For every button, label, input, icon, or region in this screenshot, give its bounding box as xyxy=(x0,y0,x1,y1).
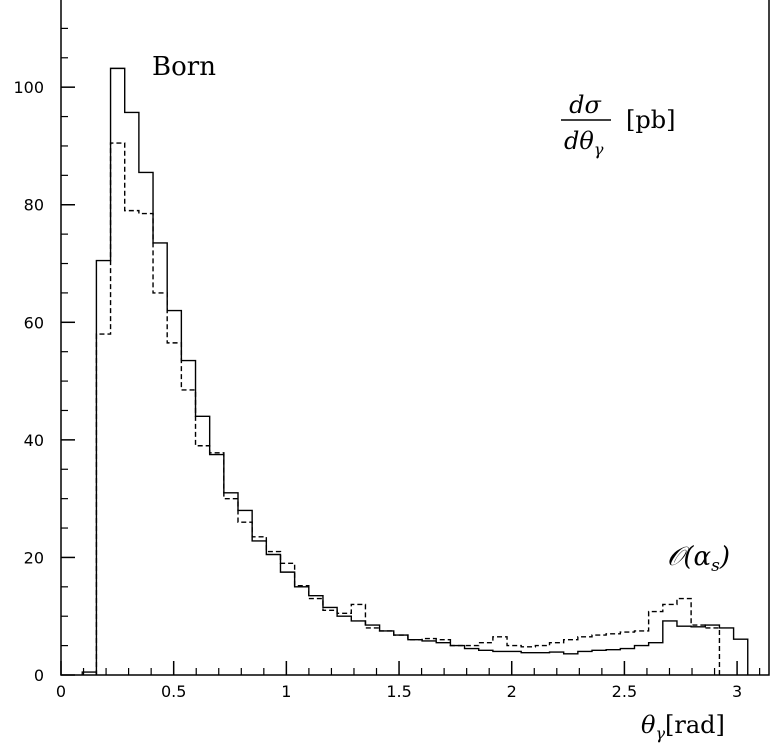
y-axis-label: dσ dθγ [pb] xyxy=(561,91,675,159)
oas-annotation: 𝒪(αs) xyxy=(667,542,730,576)
svg-text:θγ[rad]: θγ[rad] xyxy=(641,711,725,743)
x-tick-label: 3 xyxy=(732,682,742,701)
series-oas-line xyxy=(95,142,721,675)
y-tick-label: 0 xyxy=(34,666,44,685)
x-tick-label: 1 xyxy=(281,682,291,701)
x-tick-label: 2 xyxy=(507,682,517,701)
x-tick-label: 0 xyxy=(56,682,66,701)
series-born-line xyxy=(95,67,749,675)
x-tick-label: 1.5 xyxy=(386,682,411,701)
oas-close: ) xyxy=(719,542,730,572)
xlabel-sub: γ xyxy=(655,724,665,743)
ylabel-denominator-sub: γ xyxy=(594,140,604,159)
oas-main: 𝒪(α xyxy=(667,542,712,572)
svg-text:𝒪(αs): 𝒪(αs) xyxy=(667,542,730,576)
x-tick-label: 2.5 xyxy=(612,682,637,701)
born-annotation: Born xyxy=(152,52,216,82)
y-axis-ticks: 0 20 40 60 80 100 xyxy=(13,27,75,685)
plot-frame xyxy=(60,0,770,676)
xlabel-unit: [rad] xyxy=(665,711,725,739)
y-tick-label: 80 xyxy=(24,196,44,215)
ylabel-unit: [pb] xyxy=(626,106,675,134)
series-layer xyxy=(81,67,749,675)
oas-sub: s xyxy=(711,556,720,576)
x-axis-label: θγ[rad] xyxy=(641,711,725,743)
y-tick-label: 40 xyxy=(24,431,44,450)
x-tick-label: 0.5 xyxy=(161,682,186,701)
ylabel-denominator: dθ xyxy=(564,127,594,155)
x-axis-ticks: 0 0.5 1 1.5 2 2.5 3 xyxy=(56,661,761,701)
y-tick-label: 100 xyxy=(13,78,44,97)
y-tick-label: 20 xyxy=(24,548,44,567)
y-tick-label: 60 xyxy=(24,313,44,332)
ylabel-numerator: dσ xyxy=(569,91,601,119)
xlabel-symbol: θ xyxy=(641,711,656,739)
svg-text:dθγ: dθγ xyxy=(564,127,604,159)
